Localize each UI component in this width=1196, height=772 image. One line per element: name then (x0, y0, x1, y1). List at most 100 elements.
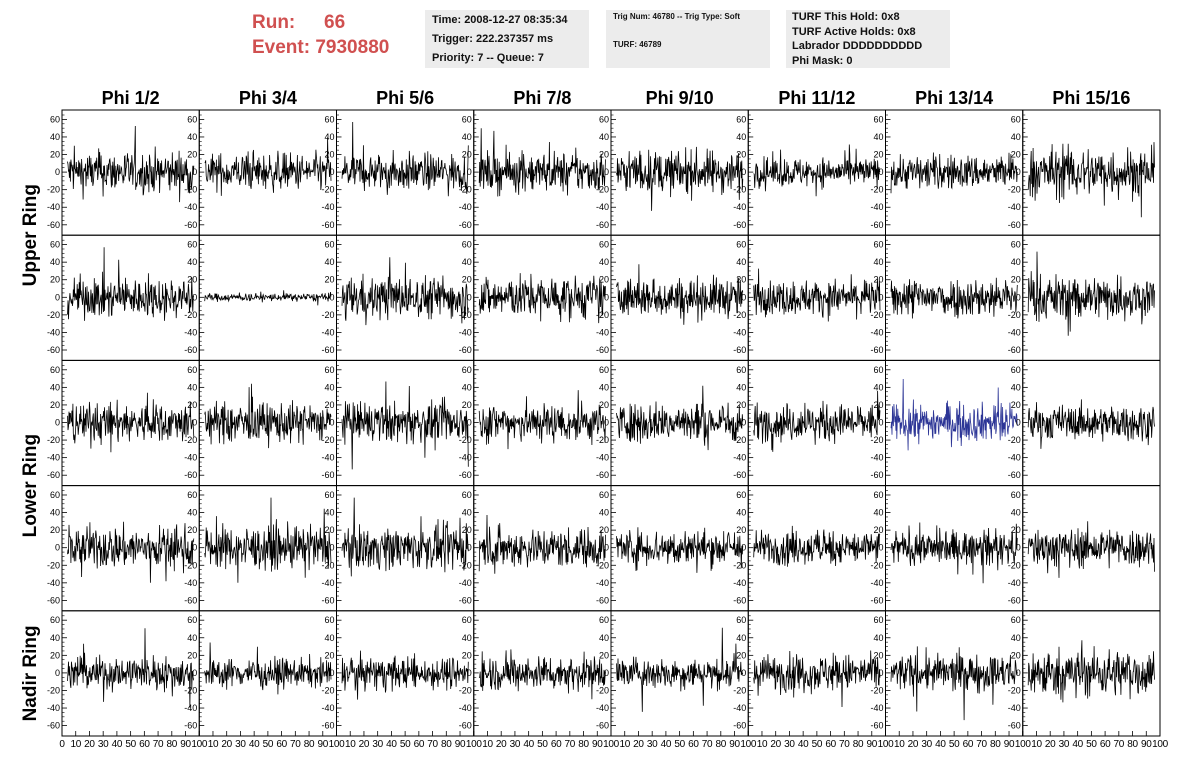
y-tick-label: -60 (47, 595, 60, 605)
y-tick-label: 20 (187, 150, 197, 160)
y-tick-label: -40 (47, 327, 60, 337)
y-tick-label: -60 (733, 470, 746, 480)
column-title: Phi 11/12 (778, 88, 855, 108)
y-tick-label: -60 (47, 721, 60, 731)
ring-label: Lower Ring (20, 434, 41, 537)
phi-mask-text: Phi Mask: 0 (792, 54, 853, 67)
x-tick-label: 70 (427, 739, 438, 750)
y-tick-label: -40 (733, 327, 746, 337)
y-tick-label: -40 (47, 202, 60, 212)
y-tick-label: -60 (870, 595, 883, 605)
y-tick-label: 0 (467, 167, 472, 177)
y-tick-label: 40 (599, 382, 609, 392)
y-tick-label: 40 (1011, 508, 1021, 518)
y-tick-label: 0 (604, 668, 609, 678)
y-tick-label: -40 (733, 578, 746, 588)
y-tick-label: 0 (878, 543, 883, 553)
y-tick-label: -40 (184, 453, 197, 463)
y-tick-label: 40 (736, 132, 746, 142)
y-tick-label: -40 (184, 327, 197, 337)
y-tick-label: 60 (462, 114, 472, 124)
y-tick-label: -40 (870, 578, 883, 588)
y-tick-label: 0 (741, 167, 746, 177)
y-tick-label: -20 (321, 560, 334, 570)
y-tick-label: -20 (321, 185, 334, 195)
y-tick-label: -60 (1008, 595, 1021, 605)
y-tick-label: 0 (1016, 418, 1021, 428)
y-tick-label: -20 (870, 560, 883, 570)
y-tick-label: 0 (741, 543, 746, 553)
y-tick-label: 20 (873, 275, 883, 285)
y-tick-label: 40 (1011, 633, 1021, 643)
waveform-trace (753, 144, 881, 197)
y-tick-label: 20 (599, 525, 609, 535)
waveform-trace (341, 497, 469, 577)
waveform-trace (1027, 399, 1155, 449)
y-tick-label: 20 (187, 400, 197, 410)
y-tick-label: 40 (873, 257, 883, 267)
y-tick-label: -40 (596, 453, 609, 463)
y-tick-label: 40 (187, 132, 197, 142)
y-tick-label: 60 (736, 490, 746, 500)
labrador-text: Labrador DDDDDDDDDD (792, 40, 923, 52)
x-tick-label: 100 (329, 739, 346, 750)
x-tick-label: 30 (510, 739, 521, 750)
y-tick-label: 60 (50, 365, 60, 375)
x-tick-label: 100 (740, 739, 757, 750)
x-tick-label: 40 (386, 739, 397, 750)
ring-label: Upper Ring (20, 184, 41, 286)
y-tick-label: 20 (736, 275, 746, 285)
y-tick-label: -40 (459, 703, 472, 713)
y-tick-label: 20 (599, 150, 609, 160)
y-tick-label: 20 (1011, 275, 1021, 285)
x-tick-label: 40 (798, 739, 809, 750)
y-tick-label: -20 (459, 560, 472, 570)
x-tick-label: 50 (674, 739, 685, 750)
x-tick-label: 50 (537, 739, 548, 750)
x-tick-label: 70 (839, 739, 850, 750)
x-tick-label: 30 (921, 739, 932, 750)
y-tick-label: 60 (324, 490, 334, 500)
y-tick-label: 0 (467, 668, 472, 678)
y-tick-label: 40 (324, 382, 334, 392)
y-tick-label: -40 (733, 703, 746, 713)
column-title: Phi 9/10 (646, 88, 714, 108)
y-tick-label: -20 (596, 685, 609, 695)
y-tick-label: 60 (736, 240, 746, 250)
y-tick-label: -20 (870, 185, 883, 195)
y-tick-label: 20 (1011, 525, 1021, 535)
y-tick-label: -40 (596, 578, 609, 588)
y-tick-label: -60 (184, 220, 197, 230)
y-tick-label: -60 (733, 345, 746, 355)
x-tick-label: 30 (784, 739, 795, 750)
x-tick-label: 10 (482, 739, 493, 750)
y-tick-label: -60 (596, 345, 609, 355)
y-tick-label: 40 (1011, 382, 1021, 392)
y-tick-label: 0 (467, 418, 472, 428)
y-tick-label: -60 (459, 220, 472, 230)
y-tick-label: 60 (187, 490, 197, 500)
x-tick-label: 80 (716, 739, 727, 750)
y-tick-label: -60 (459, 470, 472, 480)
y-tick-label: -20 (733, 685, 746, 695)
x-tick-label: 50 (263, 739, 274, 750)
y-tick-label: -20 (596, 185, 609, 195)
x-tick-label: 80 (441, 739, 452, 750)
y-tick-label: 40 (599, 633, 609, 643)
y-tick-label: 20 (50, 275, 60, 285)
column-title: Phi 13/14 (915, 88, 993, 108)
y-tick-label: -40 (184, 202, 197, 212)
y-tick-label: -40 (47, 578, 60, 588)
y-tick-label: -20 (733, 560, 746, 570)
y-tick-label: 60 (462, 240, 472, 250)
ring-label: Nadir Ring (20, 625, 41, 721)
y-tick-label: 40 (873, 508, 883, 518)
y-tick-label: 20 (1011, 400, 1021, 410)
y-tick-label: 20 (50, 650, 60, 660)
y-tick-label: 0 (878, 668, 883, 678)
x-tick-label: 10 (894, 739, 905, 750)
column-title: Phi 15/16 (1052, 88, 1130, 108)
x-tick-label: 40 (661, 739, 672, 750)
y-tick-label: -40 (459, 327, 472, 337)
